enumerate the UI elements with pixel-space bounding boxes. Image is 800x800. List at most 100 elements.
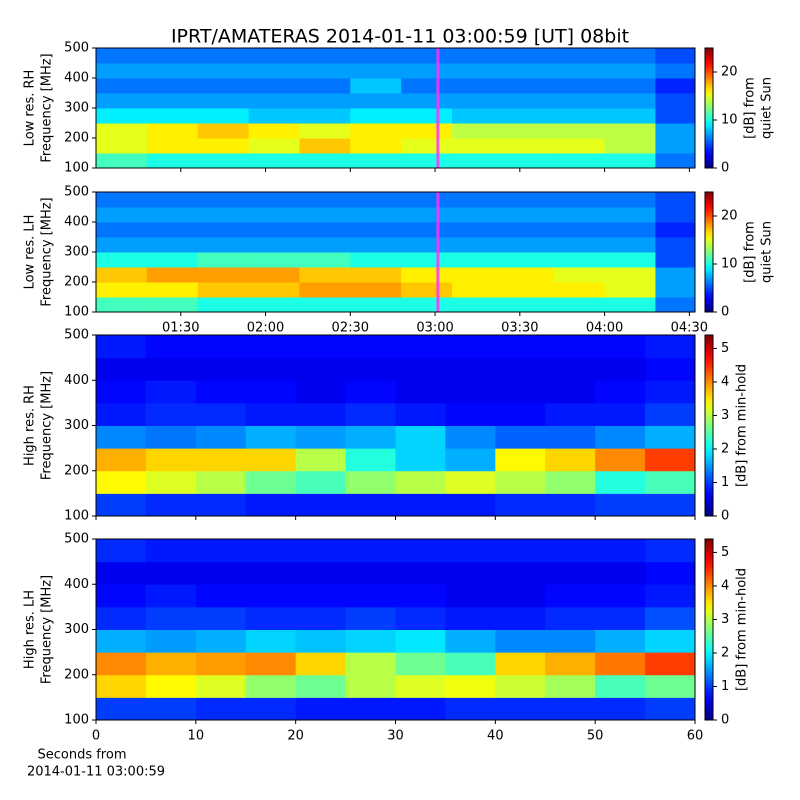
heat-cell <box>553 153 606 169</box>
heat-cell <box>495 539 546 563</box>
heat-cell <box>96 207 148 223</box>
heat-cell <box>395 629 446 653</box>
heat-cell <box>502 297 555 313</box>
heat-cell <box>245 584 297 608</box>
heat-cell <box>452 252 504 268</box>
heat-cell <box>452 93 504 109</box>
colorbar-tick-label: 4 <box>721 374 729 389</box>
heat-cell <box>452 267 504 283</box>
heat-cell <box>401 282 453 298</box>
heat-cell <box>545 493 596 517</box>
heat-cell <box>345 425 396 449</box>
y-tick-label: 100 <box>64 305 89 320</box>
heat-cell <box>553 78 606 94</box>
heat-cell <box>248 153 300 169</box>
heat-cell <box>545 357 596 381</box>
heat-cell <box>197 153 250 169</box>
heat-cell <box>495 493 546 517</box>
colorbar-tick-label: 10 <box>721 113 738 128</box>
heat-cell <box>295 335 347 359</box>
x-axis-label: Seconds from <box>37 748 126 763</box>
heat-cell <box>295 470 347 494</box>
y-axis-label: Low res. LH <box>23 215 38 290</box>
heat-cell <box>345 493 396 517</box>
heat-cell <box>145 584 197 608</box>
x-tick-label: 40 <box>487 729 504 744</box>
colorbar-tick-label: 0 <box>721 713 729 728</box>
heat-cell <box>645 674 696 698</box>
heat-cell <box>197 138 250 154</box>
heat-cell <box>553 222 606 238</box>
heat-cell <box>350 138 402 154</box>
y-axis-label: Frequency [MHz] <box>40 371 55 480</box>
heat-cell <box>401 153 453 169</box>
heat-cell <box>295 584 347 608</box>
heat-cell <box>655 297 696 313</box>
heat-cell <box>197 108 250 124</box>
heat-cell <box>96 470 147 494</box>
heat-cell <box>345 674 396 698</box>
heat-cell <box>345 380 396 404</box>
heat-cell <box>96 606 147 630</box>
heat-cell <box>350 282 402 298</box>
heat-cell <box>145 561 197 585</box>
colorbar-label: quiet Sun <box>760 221 775 283</box>
heat-cell <box>495 606 546 630</box>
heat-cell <box>299 207 351 223</box>
heat-cell <box>345 629 396 653</box>
heat-cell <box>445 652 496 676</box>
heat-cell <box>299 222 351 238</box>
heat-cell <box>401 123 453 139</box>
heat-cell <box>146 222 199 238</box>
heat-cell <box>145 425 197 449</box>
heat-cell <box>295 629 347 653</box>
heat-cell <box>146 297 199 313</box>
heat-cell <box>595 584 646 608</box>
heat-cell <box>146 78 199 94</box>
heat-cell <box>502 207 555 223</box>
heat-cell <box>345 606 396 630</box>
heat-cell <box>345 697 396 721</box>
heat-cell <box>245 652 297 676</box>
heat-cell <box>604 282 656 298</box>
heat-cell <box>604 207 656 223</box>
heat-cell <box>299 153 351 169</box>
heat-cell <box>96 297 148 313</box>
heat-cell <box>495 697 546 721</box>
colorbar-tick-label: 20 <box>721 209 738 224</box>
heat-cell <box>645 629 696 653</box>
heat-cell <box>502 78 555 94</box>
heat-cell <box>645 697 696 721</box>
heat-cell <box>345 357 396 381</box>
heat-cell <box>195 561 247 585</box>
heat-cell <box>145 493 197 517</box>
heat-cell <box>146 282 199 298</box>
heat-cell <box>495 470 546 494</box>
heat-cell <box>96 63 148 79</box>
heat-cell <box>445 380 496 404</box>
heat-cell <box>299 123 351 139</box>
heat-cell <box>197 93 250 109</box>
heat-cell <box>545 674 596 698</box>
heat-cell <box>295 674 347 698</box>
heat-cell <box>401 207 453 223</box>
heat-cell <box>195 674 247 698</box>
heat-cell <box>345 584 396 608</box>
heat-cell <box>145 380 197 404</box>
heat-cell <box>401 267 453 283</box>
heat-cell <box>553 138 606 154</box>
heat-cell <box>295 493 347 517</box>
y-tick-label: 200 <box>64 667 89 682</box>
heat-cell <box>395 539 446 563</box>
heat-cell <box>545 561 596 585</box>
heat-cell <box>248 237 300 253</box>
heat-cell <box>645 561 696 585</box>
heat-cell <box>445 335 496 359</box>
heat-cell <box>245 470 297 494</box>
y-tick-label: 300 <box>64 418 89 433</box>
heat-cell <box>502 267 555 283</box>
heat-cell <box>146 153 199 169</box>
heat-cell <box>145 606 197 630</box>
heat-cell <box>545 652 596 676</box>
heat-cell <box>195 335 247 359</box>
